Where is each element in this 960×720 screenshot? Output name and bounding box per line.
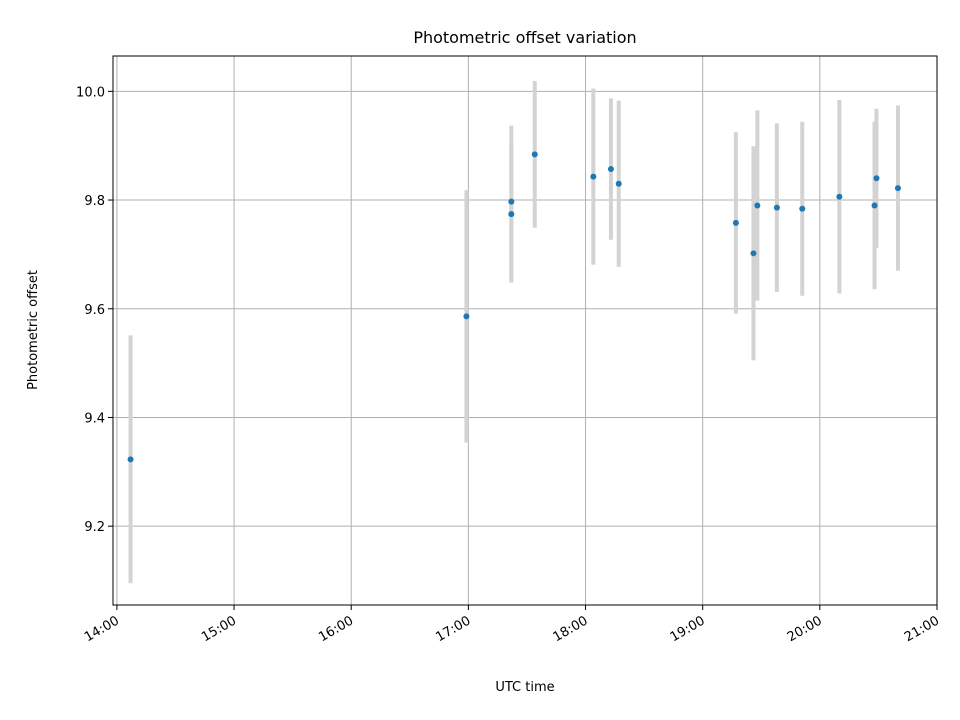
grid	[113, 56, 938, 605]
data-point	[894, 185, 901, 192]
data-point	[508, 198, 515, 205]
y-tick-label: 9.6	[84, 303, 105, 318]
data-point	[750, 250, 757, 257]
data-point	[871, 202, 878, 209]
y-tick-label: 10.0	[76, 85, 105, 100]
data-point	[508, 211, 515, 218]
data-point	[463, 313, 470, 320]
data-points	[127, 151, 901, 463]
data-point	[873, 175, 880, 182]
x-axis-label: UTC time	[495, 680, 554, 695]
chart-title: Photometric offset variation	[413, 28, 636, 47]
y-axis: 9.2 9.4 9.6 9.8 10.0	[76, 85, 113, 535]
data-point	[836, 193, 843, 200]
y-tick-label: 9.2	[84, 520, 105, 535]
data-point	[732, 219, 739, 226]
data-point	[127, 456, 134, 463]
y-tick-label: 9.8	[84, 194, 105, 209]
data-point	[615, 180, 622, 187]
y-tick-label: 9.4	[84, 411, 105, 426]
y-axis-label: Photometric offset	[26, 270, 41, 390]
plot-frame	[112, 55, 938, 606]
data-point	[590, 173, 597, 180]
data-point	[531, 151, 538, 158]
data-point	[773, 204, 780, 211]
data-point	[799, 205, 806, 212]
data-point	[754, 202, 761, 209]
data-point	[607, 166, 614, 173]
